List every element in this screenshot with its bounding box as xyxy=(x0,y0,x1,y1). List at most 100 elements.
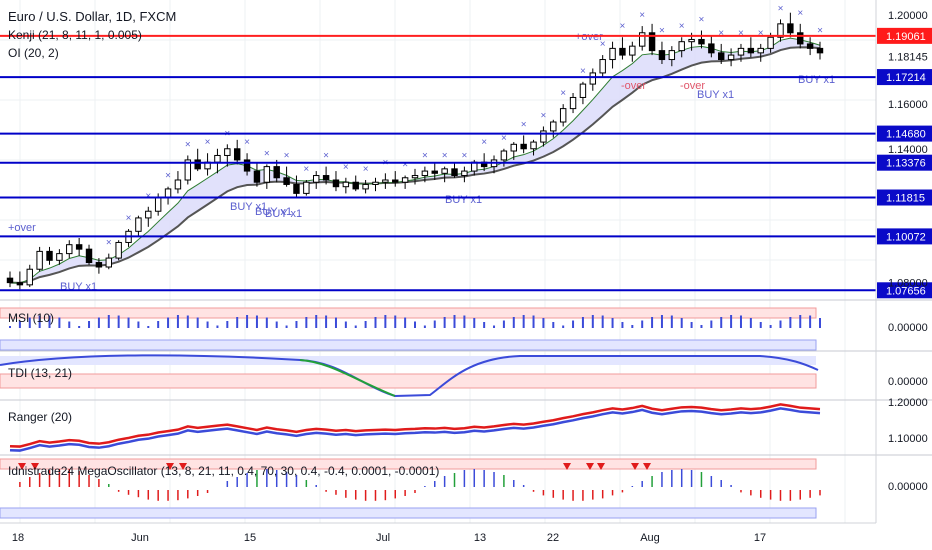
price-tick-label: 1.14000 xyxy=(888,144,928,156)
candle-body xyxy=(342,181,350,188)
candle-body xyxy=(253,170,261,183)
x-marker: × xyxy=(323,151,329,162)
candle-body xyxy=(283,177,290,185)
pane-title-megaoscillator[interactable]: Idnistrade24 MegaOscillator (13, 8, 21, … xyxy=(8,464,439,478)
level-label-box xyxy=(877,69,932,86)
price-tick-label: 1.16000 xyxy=(888,99,928,111)
mega-arrow xyxy=(643,463,651,470)
candle-body xyxy=(95,262,103,268)
chart-title[interactable]: Euro / U.S. Dollar, 1D, FXCM xyxy=(8,9,176,24)
candle-body xyxy=(589,72,597,85)
candle-body xyxy=(372,181,379,185)
x-marker: × xyxy=(778,3,784,14)
ranger-axis-label-low: 1.10000 xyxy=(888,433,928,445)
candle-body xyxy=(451,168,458,177)
candle-body xyxy=(767,36,774,49)
mega-arrow xyxy=(31,463,39,470)
indicator-kenji-label[interactable]: Kenji (21, 8, 11, 1, 0.005) xyxy=(8,28,142,42)
candle-body xyxy=(16,282,24,286)
level-label-box xyxy=(877,228,932,245)
signal-markers: ×××××××××××××××××××××××××××××××××××××BUY… xyxy=(8,3,835,293)
time-tick-label: 13 xyxy=(474,532,486,544)
candle-body xyxy=(263,166,271,183)
x-marker: × xyxy=(343,162,349,173)
candle-body xyxy=(579,83,587,98)
candle-body xyxy=(599,59,606,74)
candle-body xyxy=(154,197,162,212)
candle-body xyxy=(135,217,142,232)
candle-body xyxy=(797,32,804,45)
candle-body xyxy=(293,183,300,194)
time-tick-label: Aug xyxy=(640,532,660,544)
ranger-axis-label-high: 1.20000 xyxy=(888,397,928,409)
pane-title-tdi[interactable]: TDI (13, 21) xyxy=(8,366,72,380)
candle-body xyxy=(500,150,508,161)
candle-body xyxy=(115,241,122,259)
candle-body xyxy=(777,23,784,38)
candle-body xyxy=(678,41,685,52)
time-tick-label: 22 xyxy=(547,532,559,544)
levels-layer xyxy=(0,34,876,292)
candle-body xyxy=(737,47,745,56)
x-marker: × xyxy=(817,26,823,37)
price-axis[interactable]: 1.19061 1.17214 1.14680 1.13376 1.11815 1.100… xyxy=(877,10,932,299)
candle-body xyxy=(184,159,192,181)
x-marker: × xyxy=(639,10,645,21)
indicator-oi-label[interactable]: OI (20, 2) xyxy=(8,46,59,60)
candle-body xyxy=(648,32,656,52)
candles-layer xyxy=(6,12,824,290)
tdi-axis-label: 0.00000 xyxy=(888,376,928,388)
candle-body xyxy=(520,143,527,150)
candle-body xyxy=(609,47,616,61)
candle-body xyxy=(85,248,93,264)
x-marker: × xyxy=(145,191,151,202)
level-label: 1.14680 xyxy=(886,129,926,141)
candle-body xyxy=(638,32,646,47)
candle-body xyxy=(164,188,172,199)
pane-title-msi[interactable]: MSI (10) xyxy=(8,311,54,325)
time-tick-label: 17 xyxy=(754,532,766,544)
mega-arrow xyxy=(18,463,26,470)
candle-body xyxy=(243,159,251,172)
candle-body xyxy=(688,38,695,43)
level-label: 1.10072 xyxy=(886,231,926,243)
x-marker: × xyxy=(797,8,803,19)
level-label-box xyxy=(877,125,932,142)
candle-body xyxy=(619,47,626,56)
time-tick-label: 18 xyxy=(12,532,24,544)
candle-body xyxy=(747,47,755,54)
x-marker: × xyxy=(442,151,448,162)
over-signal-label: +over xyxy=(575,31,603,43)
x-marker: × xyxy=(718,28,724,39)
indicator-panes: 0.00000 0.00000 1.20000 1.10000 0.00000 xyxy=(0,299,932,519)
buy-signal-label: BUY x1 xyxy=(230,201,267,213)
candle-body xyxy=(352,181,359,190)
tdi-upper-band xyxy=(0,356,816,365)
candle-body xyxy=(332,179,340,188)
candle-body xyxy=(658,50,666,61)
x-marker: × xyxy=(679,21,685,32)
pane-title-ranger[interactable]: Ranger (20) xyxy=(8,410,72,424)
candle-body xyxy=(145,210,152,219)
candle-body xyxy=(816,47,824,54)
x-marker: × xyxy=(244,137,250,148)
time-tick-label: Jun xyxy=(131,532,149,544)
x-marker: × xyxy=(659,26,665,37)
level-label-box xyxy=(877,189,932,206)
price-tick-label: 1.18145 xyxy=(888,51,928,63)
x-marker: × xyxy=(758,28,764,39)
candle-body xyxy=(322,175,330,181)
buy-signal-label: BUY x1 xyxy=(798,74,835,86)
candle-body xyxy=(36,250,43,270)
x-marker: × xyxy=(580,66,586,77)
ranger-upper xyxy=(9,403,821,448)
candle-body xyxy=(727,54,735,61)
mega-arrow xyxy=(586,463,594,470)
time-axis[interactable]: 18 Jun 15 Jul 13 22 Aug 17 xyxy=(12,532,766,544)
x-marker: × xyxy=(363,164,369,175)
candle-body xyxy=(757,47,764,54)
level-label-box xyxy=(877,282,932,299)
mega-axis-label: 0.00000 xyxy=(888,481,928,493)
candle-body xyxy=(787,23,794,34)
